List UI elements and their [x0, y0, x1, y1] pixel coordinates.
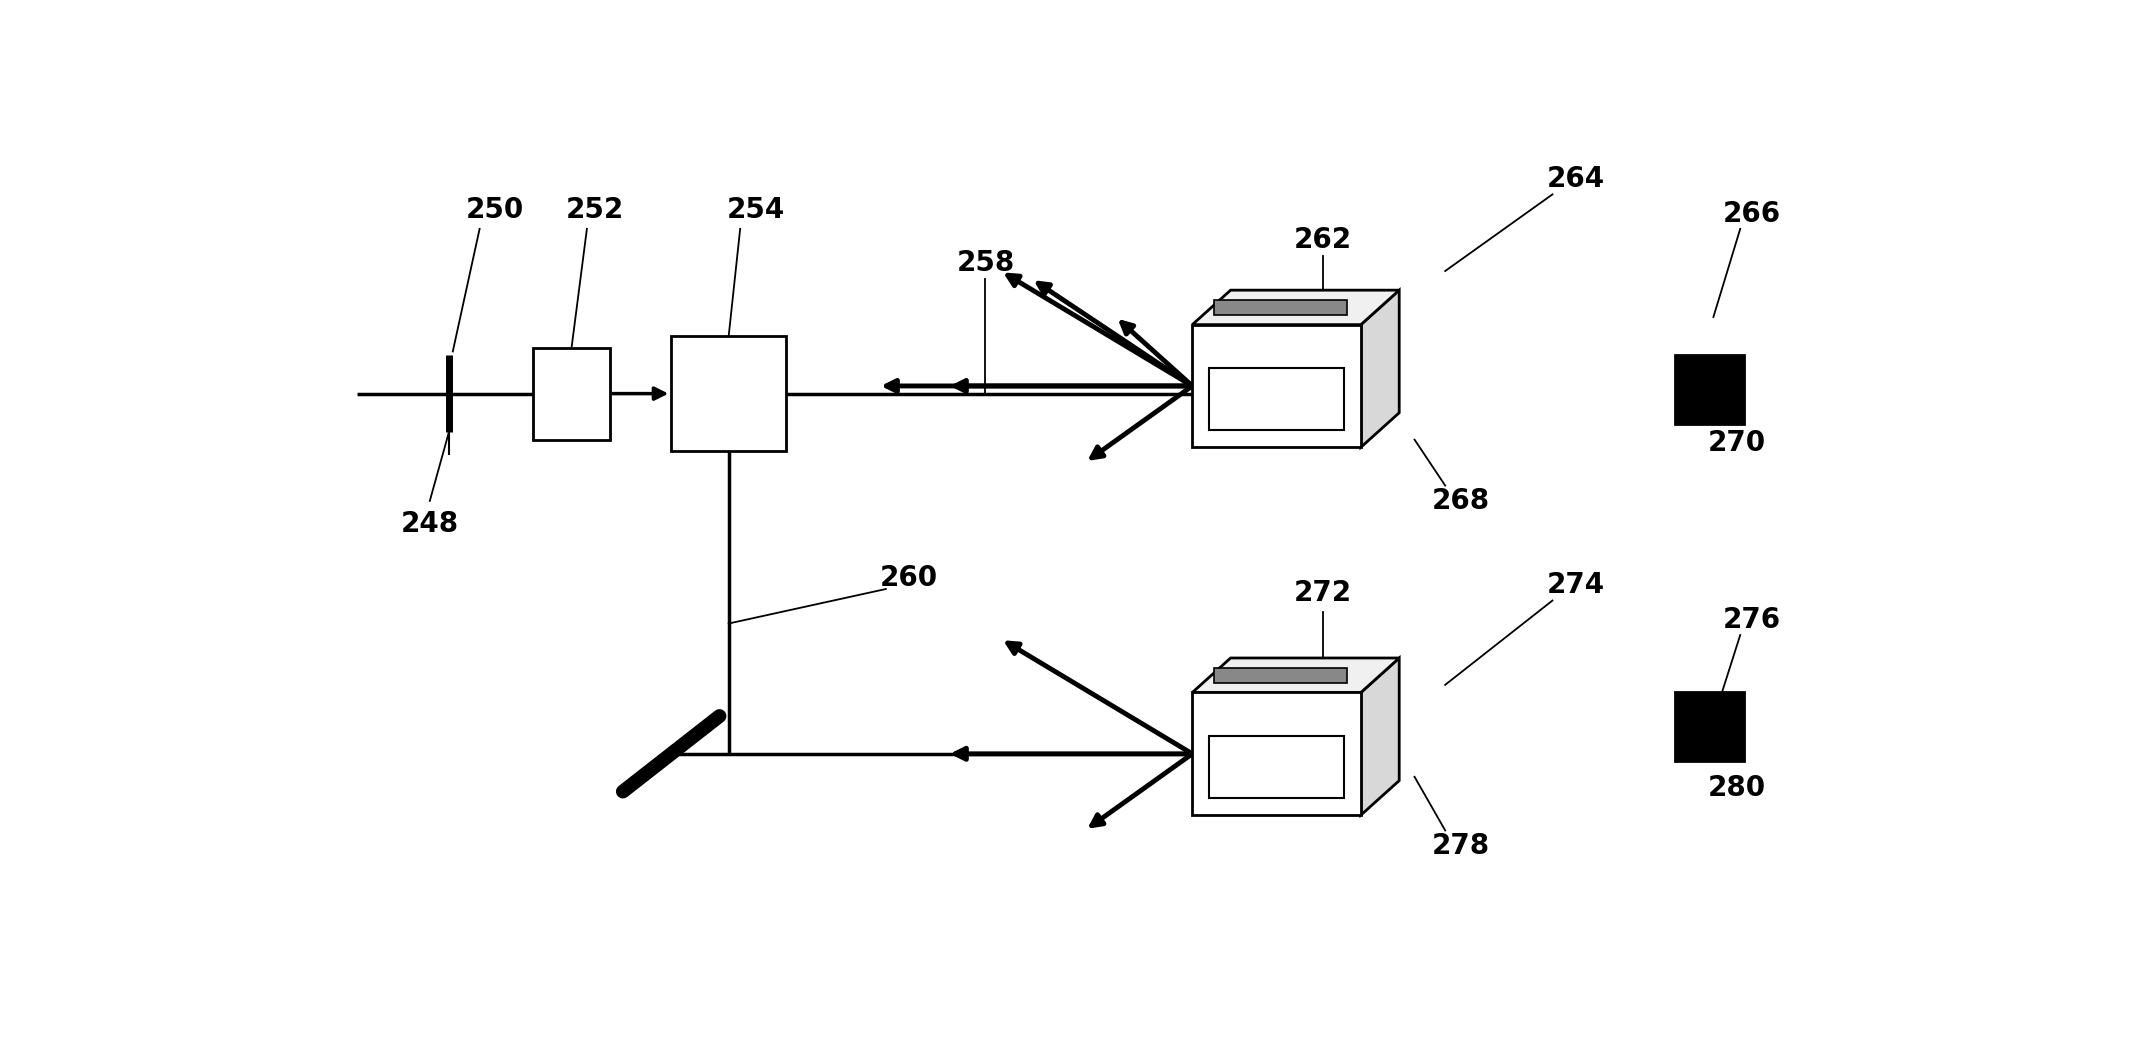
Bar [1209, 736, 1344, 798]
Text: 260: 260 [880, 563, 938, 591]
Text: 264: 264 [1546, 165, 1604, 193]
Bar [672, 336, 786, 451]
Text: 272: 272 [1292, 579, 1353, 607]
Text: 254: 254 [726, 195, 784, 224]
Polygon shape [1192, 658, 1400, 693]
Polygon shape [1361, 291, 1400, 447]
Text: 268: 268 [1432, 487, 1490, 515]
Text: 270: 270 [1707, 429, 1765, 458]
Text: 248: 248 [401, 510, 459, 538]
Text: 276: 276 [1722, 606, 1780, 633]
Bar [1675, 355, 1743, 424]
Bar [1192, 693, 1361, 815]
Bar [1675, 693, 1743, 762]
Text: 262: 262 [1292, 227, 1353, 254]
Polygon shape [1213, 668, 1346, 683]
Polygon shape [1361, 658, 1400, 815]
Text: 274: 274 [1546, 572, 1604, 599]
Bar [1209, 368, 1344, 431]
Text: 266: 266 [1722, 200, 1780, 228]
Text: 252: 252 [565, 195, 623, 224]
Polygon shape [1213, 300, 1346, 316]
Text: 278: 278 [1432, 832, 1490, 860]
Bar [1192, 325, 1361, 447]
Text: 250: 250 [466, 195, 524, 224]
Polygon shape [1192, 291, 1400, 325]
Bar [532, 348, 610, 440]
Text: 258: 258 [955, 250, 1016, 277]
Text: 280: 280 [1707, 774, 1765, 803]
